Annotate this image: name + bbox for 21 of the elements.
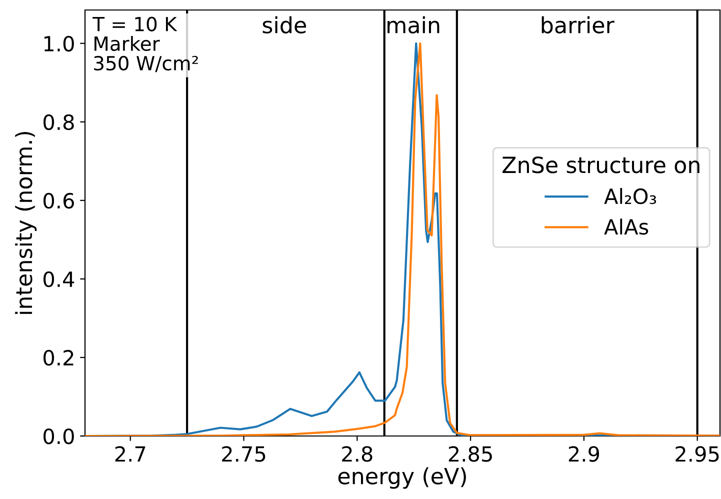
y-tick-label: 0.4: [44, 271, 74, 288]
legend-label: AlAs: [604, 218, 648, 235]
y-tick-label: 1.0: [44, 36, 74, 52]
x-tick-label: 2.7: [115, 446, 146, 462]
x-tick-label: 2.8: [342, 446, 372, 462]
x-tick-label: 2.75: [222, 446, 266, 462]
y-tick-label: 0.8: [44, 114, 74, 130]
annotation: main: [388, 16, 440, 34]
x-tick-label: 2.85: [448, 446, 492, 462]
y-axis-title: intensity (norm.): [15, 132, 37, 314]
x-tick-label: 2.9: [568, 446, 600, 462]
y-tick-label: 0.0: [44, 428, 74, 444]
annotation: T = 10 K Marker 350 W/cm²: [92, 16, 198, 72]
annotation: barrier: [542, 16, 614, 34]
y-tick-label: 0.2: [44, 350, 74, 366]
legend-title: ZnSe structure on: [502, 156, 700, 174]
y-tick-label: 0.6: [44, 192, 74, 209]
x-tick-label: 2.95: [676, 446, 719, 462]
annotation: side: [262, 16, 306, 34]
x-axis-title: energy (eV): [338, 467, 466, 489]
legend-label: Al₂O₃: [604, 188, 656, 204]
